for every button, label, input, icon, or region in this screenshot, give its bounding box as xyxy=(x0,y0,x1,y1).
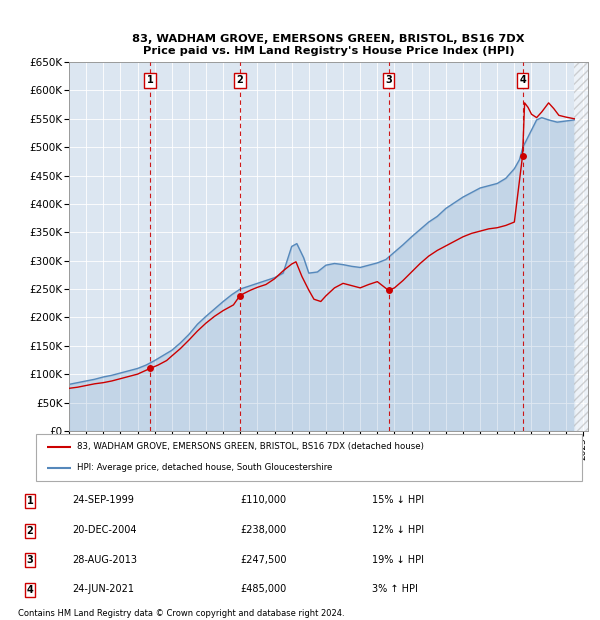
Text: 3: 3 xyxy=(385,75,392,85)
Text: 2: 2 xyxy=(236,75,243,85)
Text: 20-DEC-2004: 20-DEC-2004 xyxy=(72,525,137,535)
Text: 19% ↓ HPI: 19% ↓ HPI xyxy=(372,555,424,565)
Text: 4: 4 xyxy=(26,585,34,595)
Text: £247,500: £247,500 xyxy=(240,555,287,565)
Title: 83, WADHAM GROVE, EMERSONS GREEN, BRISTOL, BS16 7DX
Price paid vs. HM Land Regis: 83, WADHAM GROVE, EMERSONS GREEN, BRISTO… xyxy=(132,34,525,56)
Text: 1: 1 xyxy=(26,496,34,506)
Text: 3% ↑ HPI: 3% ↑ HPI xyxy=(372,585,418,595)
Text: 12% ↓ HPI: 12% ↓ HPI xyxy=(372,525,424,535)
Text: £485,000: £485,000 xyxy=(240,585,286,595)
Text: 28-AUG-2013: 28-AUG-2013 xyxy=(72,555,137,565)
Text: £238,000: £238,000 xyxy=(240,525,286,535)
Text: 1: 1 xyxy=(146,75,154,85)
Text: 2: 2 xyxy=(26,526,34,536)
Text: 4: 4 xyxy=(519,75,526,85)
Text: £110,000: £110,000 xyxy=(240,495,286,505)
Text: 3: 3 xyxy=(26,556,34,565)
Text: HPI: Average price, detached house, South Gloucestershire: HPI: Average price, detached house, Sout… xyxy=(77,463,332,472)
Text: 24-SEP-1999: 24-SEP-1999 xyxy=(72,495,134,505)
Text: 83, WADHAM GROVE, EMERSONS GREEN, BRISTOL, BS16 7DX (detached house): 83, WADHAM GROVE, EMERSONS GREEN, BRISTO… xyxy=(77,442,424,451)
Text: 24-JUN-2021: 24-JUN-2021 xyxy=(72,585,134,595)
Text: Contains HM Land Registry data © Crown copyright and database right 2024.: Contains HM Land Registry data © Crown c… xyxy=(18,609,344,618)
Text: 15% ↓ HPI: 15% ↓ HPI xyxy=(372,495,424,505)
